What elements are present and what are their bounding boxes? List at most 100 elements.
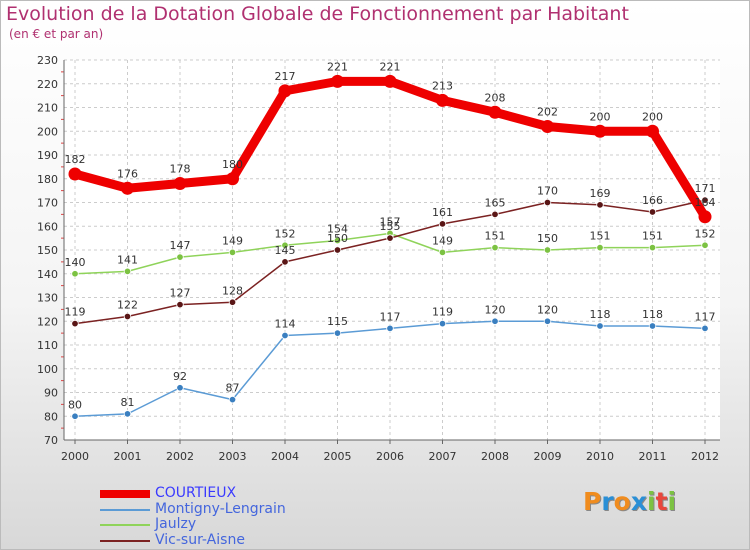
- legend-item: Montigny-Lengrain: [100, 501, 360, 518]
- logo-letter: i: [647, 487, 656, 516]
- data-label-vic-sur-aisne: 169: [590, 187, 611, 200]
- x-tick-label: 2007: [429, 450, 457, 463]
- y-tick-label: 120: [37, 315, 58, 328]
- logo-letter: o: [613, 487, 631, 516]
- data-label-jaulzy: 140: [65, 256, 86, 269]
- data-label-montigny-lengrain: 114: [275, 318, 296, 331]
- data-point-courtieux: [436, 93, 449, 107]
- data-label-courtieux: 221: [327, 60, 348, 73]
- data-label-vic-sur-aisne: 128: [222, 284, 243, 297]
- data-label-jaulzy: 152: [695, 227, 716, 240]
- y-tick-label: 160: [37, 220, 58, 233]
- data-point-vic-sur-aisne: [543, 198, 552, 207]
- data-label-courtieux: 202: [537, 106, 558, 119]
- data-point-vic-sur-aisne: [701, 196, 709, 204]
- data-point-vic-sur-aisne: [386, 234, 394, 242]
- y-tick-label: 140: [37, 268, 58, 281]
- data-label-vic-sur-aisne: 166: [642, 194, 663, 207]
- data-label-jaulzy: 151: [590, 230, 611, 243]
- data-point-vic-sur-aisne: [333, 246, 342, 254]
- y-tick-label: 180: [37, 173, 58, 186]
- y-tick-label: 80: [44, 410, 58, 423]
- logo-letter: x: [630, 487, 647, 516]
- data-point-courtieux: [593, 124, 607, 138]
- data-label-jaulzy: 141: [117, 253, 138, 266]
- data-point-montigny-lengrain: [71, 412, 79, 420]
- data-point-jaulzy: [333, 236, 342, 245]
- data-point-vic-sur-aisne: [71, 319, 79, 328]
- logo-letter: P: [583, 487, 602, 516]
- data-point-vic-sur-aisne: [648, 208, 657, 216]
- data-label-jaulzy: 152: [275, 227, 296, 240]
- data-label-montigny-lengrain: 117: [695, 310, 716, 323]
- data-point-jaulzy: [543, 246, 552, 254]
- data-label-courtieux: 200: [590, 110, 611, 123]
- y-tick-label: 230: [37, 54, 58, 67]
- data-label-jaulzy: 147: [170, 239, 191, 252]
- data-point-courtieux: [383, 74, 397, 88]
- data-point-vic-sur-aisne: [491, 210, 499, 219]
- chart-subtitle: (en € et par an): [9, 27, 104, 41]
- x-tick-label: 2002: [166, 450, 194, 463]
- data-point-jaulzy: [438, 248, 447, 257]
- legend-item: COURTIEUX: [100, 485, 360, 502]
- x-tick-label: 2012: [691, 450, 719, 463]
- logo-letter: r: [601, 487, 614, 516]
- data-point-montigny-lengrain: [701, 324, 709, 333]
- data-label-courtieux: 180: [222, 158, 243, 171]
- data-point-vic-sur-aisne: [176, 300, 184, 309]
- data-point-courtieux: [541, 120, 554, 133]
- data-label-montigny-lengrain: 115: [327, 315, 348, 328]
- y-tick-label: 110: [37, 339, 58, 352]
- data-point-courtieux: [278, 84, 292, 98]
- x-tick-label: 2009: [534, 450, 562, 463]
- data-point-jaulzy: [176, 253, 184, 261]
- data-point-courtieux: [646, 124, 659, 138]
- y-tick-label: 190: [37, 149, 58, 162]
- data-point-montigny-lengrain: [123, 410, 132, 418]
- data-point-montigny-lengrain: [228, 395, 237, 404]
- legend-swatch: [100, 490, 150, 498]
- data-label-vic-sur-aisne: 122: [117, 299, 138, 312]
- y-tick-label: 70: [44, 434, 58, 447]
- data-label-jaulzy: 157: [380, 215, 401, 228]
- data-label-courtieux: 182: [65, 153, 86, 166]
- proxiti-logo: Proxiti: [583, 487, 676, 516]
- data-point-jaulzy: [281, 241, 289, 249]
- x-tick-label: 2008: [481, 450, 509, 463]
- data-point-courtieux: [488, 105, 502, 119]
- data-label-montigny-lengrain: 118: [642, 308, 663, 321]
- x-tick-label: 2001: [114, 450, 142, 463]
- data-point-jaulzy: [596, 243, 604, 252]
- data-label-courtieux: 176: [117, 167, 138, 180]
- y-tick-label: 170: [37, 197, 58, 210]
- data-point-montigny-lengrain: [333, 329, 342, 337]
- legend-label: COURTIEUX: [155, 485, 237, 501]
- data-point-montigny-lengrain: [438, 319, 447, 328]
- data-point-vic-sur-aisne: [281, 258, 289, 266]
- data-label-courtieux: 221: [380, 60, 401, 73]
- data-point-courtieux: [68, 167, 82, 181]
- data-label-vic-sur-aisne: 165: [485, 196, 506, 209]
- data-point-vic-sur-aisne: [596, 201, 604, 209]
- data-label-montigny-lengrain: 80: [68, 398, 82, 411]
- data-label-montigny-lengrain: 87: [226, 382, 240, 395]
- data-label-courtieux: 217: [275, 70, 296, 83]
- data-point-courtieux: [121, 181, 134, 195]
- x-tick-label: 2000: [61, 450, 89, 463]
- data-label-vic-sur-aisne: 127: [170, 287, 191, 300]
- data-point-courtieux: [173, 177, 187, 190]
- y-tick-label: 100: [37, 363, 58, 376]
- data-label-courtieux: 200: [642, 110, 663, 123]
- data-label-vic-sur-aisne: 161: [432, 206, 453, 219]
- legend-swatch: [100, 524, 150, 526]
- logo-letter: t: [655, 487, 668, 516]
- data-point-vic-sur-aisne: [438, 220, 447, 228]
- data-point-jaulzy: [491, 243, 499, 252]
- data-label-vic-sur-aisne: 145: [275, 244, 296, 257]
- data-label-montigny-lengrain: 118: [590, 308, 611, 321]
- data-label-courtieux: 164: [695, 196, 716, 209]
- data-label-jaulzy: 150: [537, 232, 558, 245]
- data-label-courtieux: 213: [432, 79, 453, 92]
- data-label-jaulzy: 149: [432, 234, 453, 247]
